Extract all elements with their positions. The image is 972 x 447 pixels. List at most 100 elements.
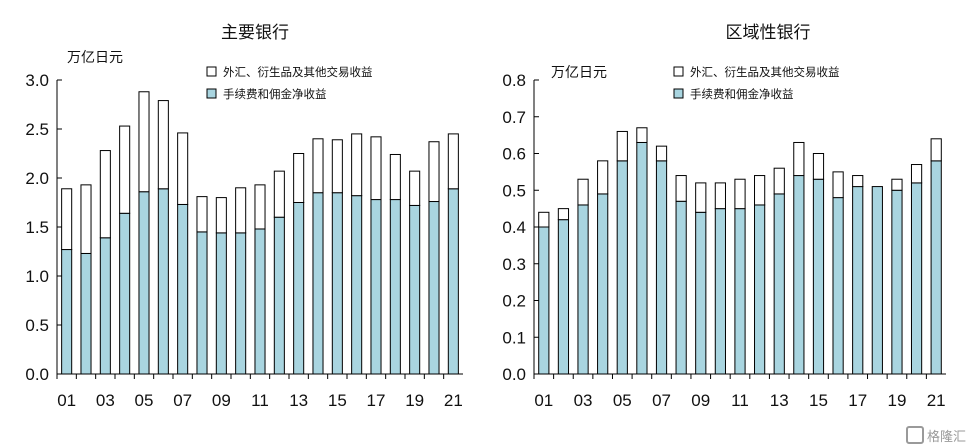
bar-trading-income (616, 130, 628, 162)
y-tick-label: 3.0 (25, 71, 49, 90)
bar-trading-income (930, 138, 942, 162)
x-tick-label: 11 (251, 391, 269, 410)
bar-trading-income (832, 171, 844, 199)
bar-trading-income (235, 187, 247, 234)
bar-trading-income (793, 141, 805, 177)
y-tick-label: 0.5 (25, 316, 49, 335)
bar-trading-income (61, 188, 73, 251)
bar-fees-commissions (235, 232, 247, 375)
bar-trading-income (254, 184, 266, 230)
chart-title: 区域性银行 (726, 23, 811, 43)
watermark: 格隆汇 (905, 426, 966, 445)
bar-fees-commissions (871, 186, 883, 375)
bar-trading-income (812, 153, 825, 180)
x-tick-label: 19 (405, 391, 424, 410)
bar-trading-income (597, 160, 609, 195)
x-tick-label: 09 (691, 391, 710, 410)
bar-trading-income (389, 153, 401, 201)
bar-fees-commissions (577, 204, 589, 375)
legend-swatch-trading (206, 66, 217, 77)
bar-trading-income (538, 211, 550, 228)
bar-trading-income (428, 141, 440, 203)
x-tick-label: 13 (770, 391, 789, 410)
bar-fees-commissions (675, 200, 687, 375)
bar-fees-commissions (293, 202, 305, 375)
legend-label-trading: 外汇、衍生品及其他交易收益 (690, 65, 840, 79)
bar-fees-commissions (852, 186, 864, 375)
bar-fees-commissions (312, 192, 324, 375)
bar-fees-commissions (389, 199, 401, 375)
bar-fees-commissions (597, 193, 609, 375)
x-tick-label: 17 (367, 391, 386, 410)
legend-swatch-trading (673, 66, 684, 77)
x-tick-label: 03 (96, 391, 115, 410)
bar-fees-commissions (409, 204, 421, 375)
y-tick-label: 0.7 (502, 108, 526, 127)
x-tick-label: 21 (444, 391, 463, 410)
bar-trading-income (80, 184, 92, 254)
bar-fees-commissions (119, 212, 131, 375)
y-tick-label: 1.5 (25, 218, 49, 237)
y-axis-unit-label: 万亿日元 (551, 65, 607, 81)
y-tick-label: 2.5 (25, 120, 49, 139)
bar-fees-commissions (351, 195, 363, 375)
x-tick-label: 05 (135, 391, 154, 410)
chart-regional-banks: 区域性银行 万亿日元 0.0 0.1 0.2 0.3 0.4 0.5 0.6 0.7 0.8 01 03… (486, 0, 972, 447)
x-tick-label: 21 (927, 391, 946, 410)
bar-fees-commissions (157, 188, 169, 375)
bar-fees-commissions (616, 160, 628, 375)
y-tick-label: 0.8 (502, 71, 526, 90)
legend-swatch-fees (206, 88, 217, 99)
bar-fees-commissions (61, 249, 73, 375)
bar-trading-income (273, 170, 285, 218)
bar-trading-income (910, 164, 923, 184)
x-tick-label: 19 (887, 391, 906, 410)
bar-trading-income (714, 182, 726, 210)
chart-major-banks: 主要银行 万亿日元 0.0 0.5 1.0 1.5 2.0 2.5 3.0 01 03 05 07 09 1… (25, 23, 463, 410)
x-tick-label: 07 (652, 391, 671, 410)
bar-trading-income (891, 178, 903, 191)
bar-trading-income (577, 178, 589, 206)
watermark-text: 格隆汇 (926, 430, 966, 445)
bar-fees-commissions (538, 226, 550, 375)
legend-label-trading: 外汇、衍生品及其他交易收益 (223, 65, 373, 79)
bar-trading-income (754, 175, 766, 206)
bar-fees-commissions (254, 228, 266, 375)
bar-trading-income (177, 132, 189, 205)
bar-trading-income (331, 139, 343, 194)
chart-title: 主要银行 (221, 23, 289, 43)
bar-fees-commissions (636, 141, 648, 375)
x-tick-label: 01 (534, 391, 553, 410)
bar-fees-commissions (215, 232, 227, 375)
bar-fees-commissions (557, 219, 570, 375)
y-tick-label: 0.3 (502, 255, 526, 274)
x-tick-label: 07 (173, 391, 192, 410)
y-tick-label: 0.1 (502, 328, 526, 347)
x-tick-label: 15 (328, 391, 347, 410)
y-tick-label: 1.0 (25, 267, 49, 286)
legend-label-fees: 手续费和佣金净收益 (690, 87, 794, 101)
bar-trading-income (734, 178, 746, 210)
bar-trading-income (138, 91, 150, 193)
y-tick-label: 0.6 (502, 145, 526, 164)
bar-fees-commissions (655, 160, 668, 375)
bar-fees-commissions (812, 178, 825, 375)
y-tick-label: 0.4 (502, 218, 526, 237)
bar-fees-commissions (428, 201, 440, 375)
bar-fees-commissions (196, 231, 208, 375)
bar-trading-income (293, 153, 305, 203)
x-tick-label: 15 (809, 391, 828, 410)
bar-fees-commissions (177, 203, 189, 375)
y-tick-label: 0.2 (502, 292, 526, 311)
x-tick-label: 03 (574, 391, 593, 410)
bar-trading-income (773, 167, 785, 195)
bar-trading-income (312, 138, 324, 194)
x-tick-label: 11 (731, 391, 749, 410)
bar-trading-income (447, 133, 459, 190)
x-tick-label: 17 (848, 391, 867, 410)
x-tick-label: 05 (613, 391, 632, 410)
x-tick-label: 13 (289, 391, 308, 410)
x-tick-label: 09 (212, 391, 231, 410)
x-tick-label: 01 (57, 391, 76, 410)
